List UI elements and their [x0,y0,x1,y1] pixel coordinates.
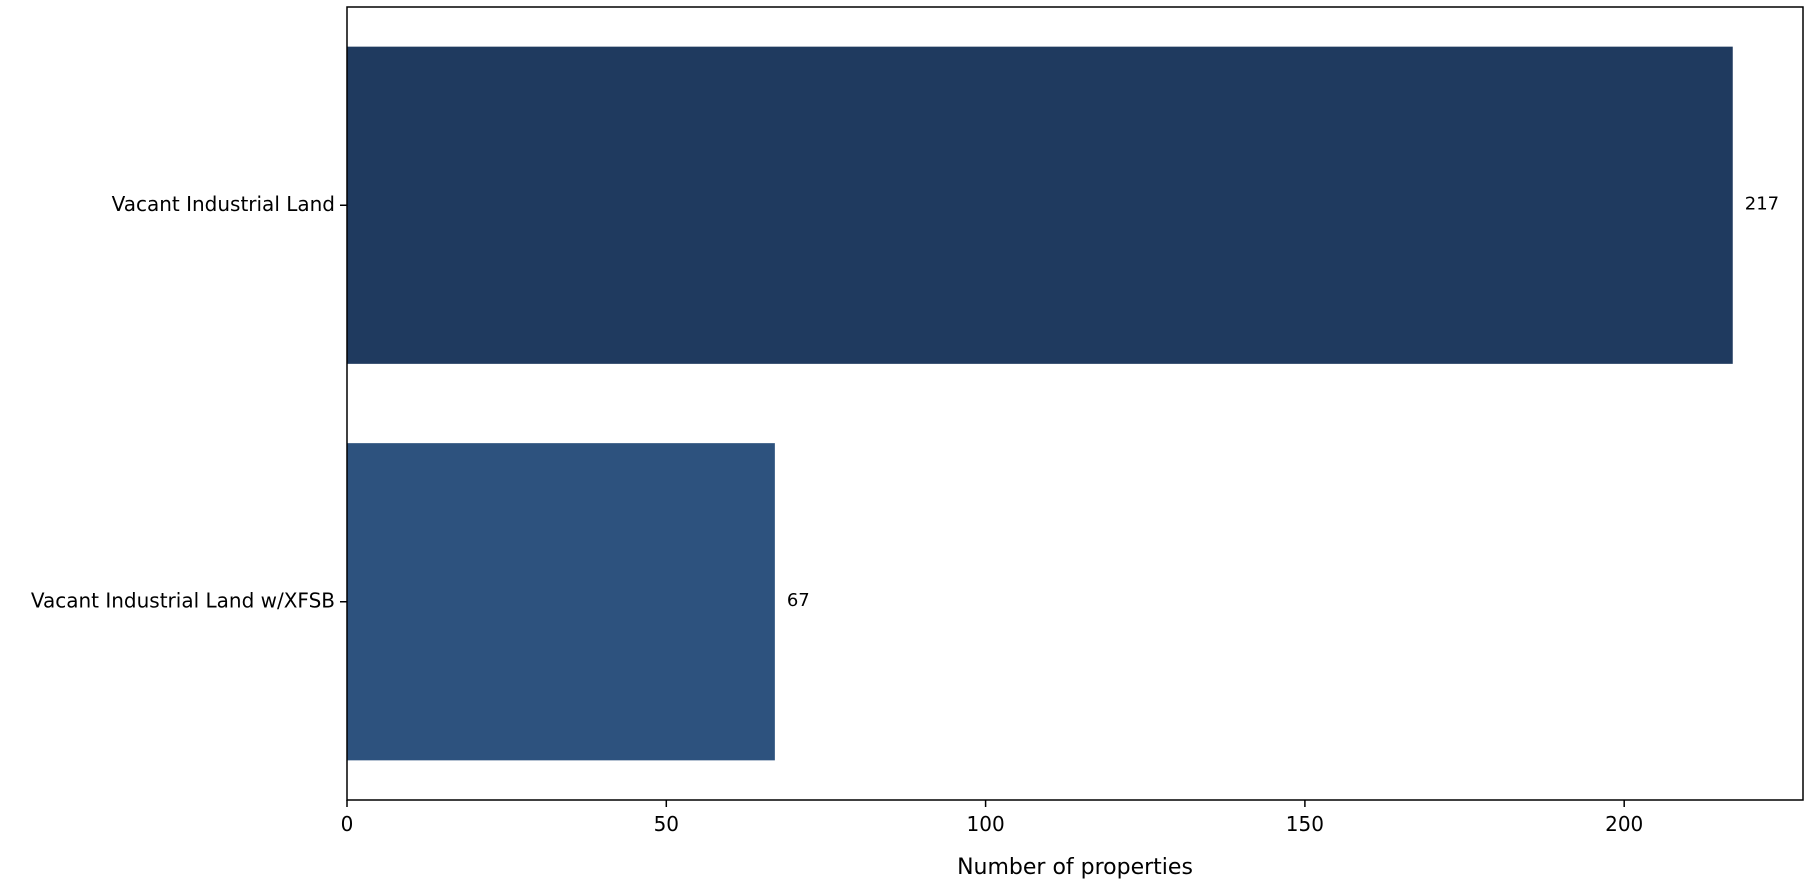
data-label-2: 67 [787,590,810,611]
x-tick-label-4: 150 [1286,812,1324,836]
x-axis-label: Number of properties [957,855,1193,880]
y-axis-ticks: Vacant Industrial Land Vacant Industrial … [31,192,347,612]
x-tick-label-5: 200 [1605,812,1643,836]
bar-1 [347,46,1733,364]
x-tick-label-3: 100 [967,812,1005,836]
y-tick-label-2: Vacant Industrial Land w/XFSB [31,588,335,612]
y-tick-label-1: Vacant Industrial Land [112,192,335,216]
x-tick-label-1: 0 [341,812,354,836]
bar-2 [347,443,775,761]
data-label-1: 217 [1745,193,1779,214]
data-labels-group: 217 67 [787,193,1779,611]
bars-group [347,46,1733,761]
x-tick-label-2: 50 [654,812,679,836]
plot-frame [346,6,1804,801]
x-axis-ticks: 0 50 100 150 200 [341,800,1643,836]
